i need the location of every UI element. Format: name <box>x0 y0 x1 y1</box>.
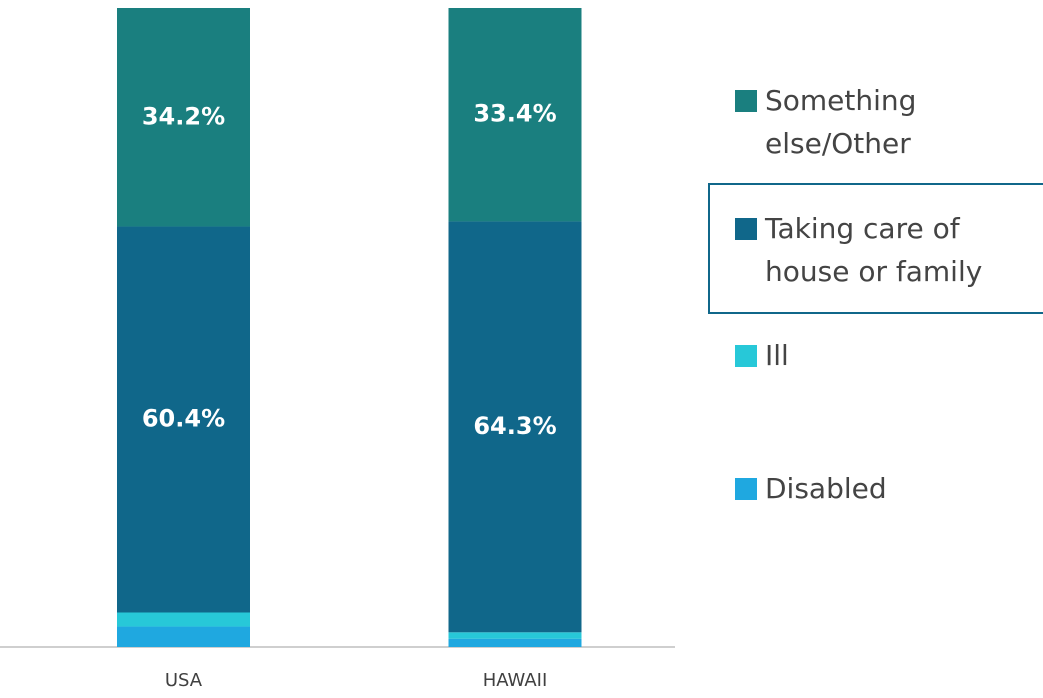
legend-item: Disabled <box>735 467 1025 510</box>
data-label: 64.3% <box>473 412 556 440</box>
bar-segment <box>117 612 250 627</box>
bar-segment <box>448 632 582 639</box>
bar-segment <box>448 8 582 222</box>
legend-item: Ill <box>735 334 1025 377</box>
legend-swatch <box>735 90 757 112</box>
x-tick-label: USA <box>165 670 203 691</box>
bar-segment <box>117 626 250 647</box>
legend-selection <box>708 183 1043 314</box>
x-tick-label: HAWAII <box>483 670 548 691</box>
legend-swatch <box>735 345 757 367</box>
data-label: 34.2% <box>142 102 225 130</box>
data-label: 60.4% <box>142 405 225 433</box>
legend-label: Taking care of house or family <box>765 212 983 288</box>
bar-segment <box>117 8 250 227</box>
legend-swatch <box>735 478 757 500</box>
bar-segment <box>448 638 582 647</box>
legend-label: Disabled <box>765 472 887 505</box>
legend-label: Ill <box>765 339 789 372</box>
bar-segment <box>117 226 250 613</box>
legend-label: Something else/Other <box>765 84 917 160</box>
legend-item: Something else/Other <box>735 79 1025 165</box>
bar-segment <box>448 221 582 633</box>
data-label: 33.4% <box>473 100 556 128</box>
legend-item: Taking care of house or family <box>735 207 1025 293</box>
legend-swatch <box>735 218 757 240</box>
